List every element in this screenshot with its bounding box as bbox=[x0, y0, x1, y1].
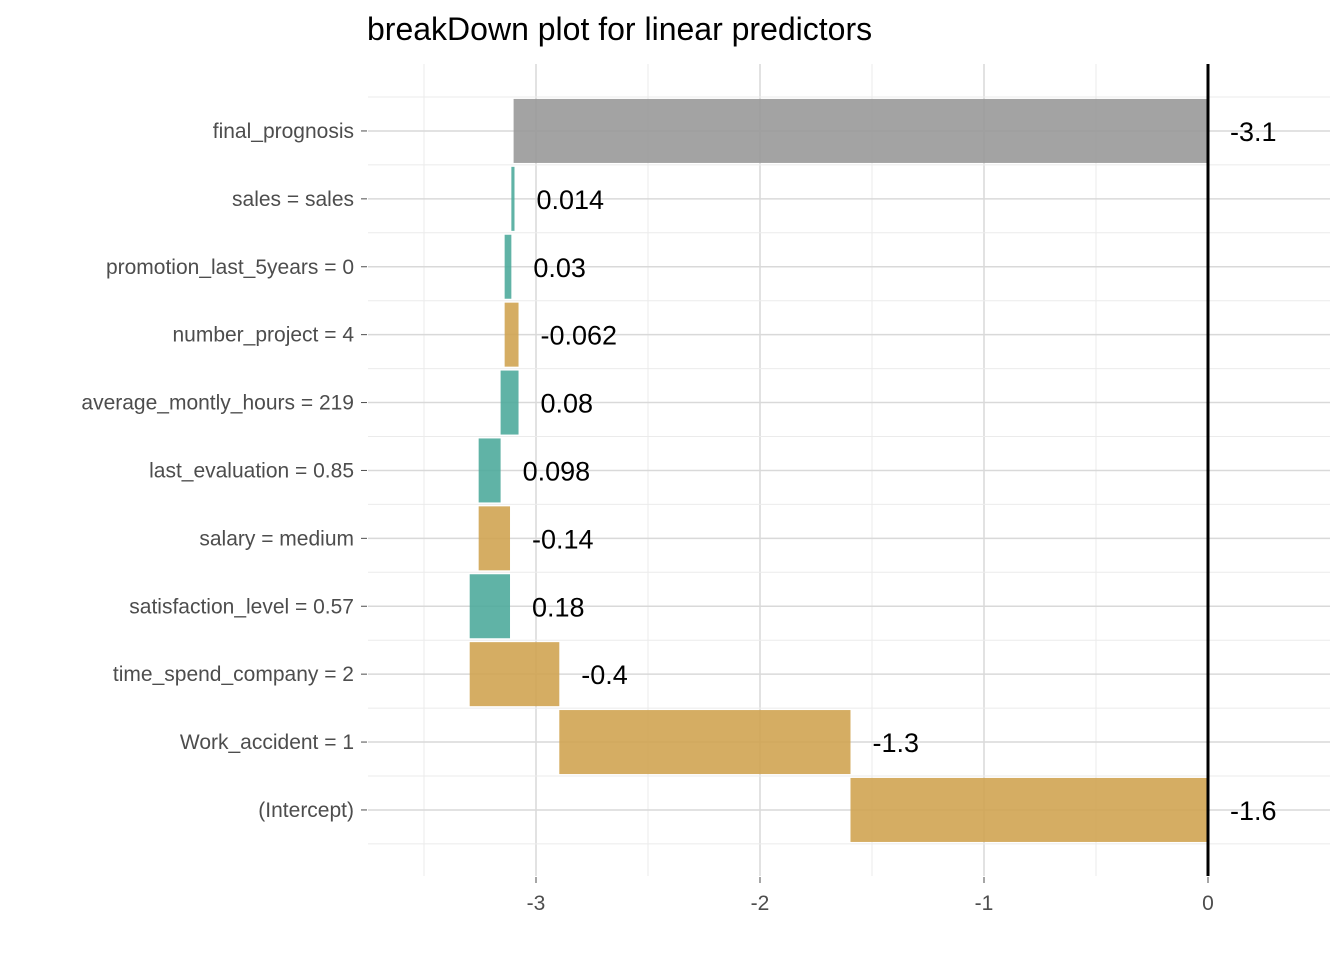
data-label: 0.014 bbox=[536, 185, 604, 215]
x-tick-label: -3 bbox=[527, 892, 546, 915]
data-label: -3.1 bbox=[1230, 117, 1277, 147]
y-tick-label: average_montly_hours = 219 bbox=[81, 392, 354, 415]
data-label: 0.098 bbox=[523, 456, 591, 486]
y-tick-label: salary = medium bbox=[199, 527, 354, 550]
chart-title: breakDown plot for linear predictors bbox=[367, 11, 872, 47]
bar-0 bbox=[513, 98, 1208, 163]
bar-5 bbox=[478, 438, 501, 503]
bar-10 bbox=[850, 777, 1208, 842]
y-tick-label: satisfaction_level = 0.57 bbox=[129, 595, 354, 618]
data-label: 0.03 bbox=[533, 253, 586, 283]
y-tick-label: (Intercept) bbox=[258, 799, 354, 822]
y-tick-label: time_spend_company = 2 bbox=[113, 663, 354, 686]
data-label: -0.062 bbox=[541, 321, 618, 351]
x-tick-label: 0 bbox=[1202, 892, 1214, 915]
bar-1 bbox=[511, 166, 515, 231]
y-tick-label: sales = sales bbox=[232, 188, 354, 211]
data-label: -0.14 bbox=[532, 524, 594, 554]
bars bbox=[469, 98, 1208, 842]
y-tick-label: last_evaluation = 0.85 bbox=[149, 459, 354, 482]
bar-9 bbox=[559, 710, 851, 775]
data-label: -0.4 bbox=[581, 660, 628, 690]
bar-4 bbox=[500, 370, 519, 435]
data-labels: -3.1 0.014 0.03 -0.062 0.08 0.098 -0.14 0.18 -0.… bbox=[523, 117, 1277, 826]
data-label: 0.08 bbox=[541, 389, 594, 419]
data-label: -1.3 bbox=[872, 728, 919, 758]
data-label: -1.6 bbox=[1230, 796, 1277, 826]
bar-2 bbox=[504, 234, 512, 299]
x-tick-label: -1 bbox=[975, 892, 994, 915]
y-tick-label: promotion_last_5years = 0 bbox=[106, 256, 354, 279]
y-tick-label: Work_accident = 1 bbox=[180, 731, 354, 754]
x-axis-ticks: -3 -2 -1 0 bbox=[527, 877, 1214, 915]
y-tick-label: number_project = 4 bbox=[172, 324, 354, 347]
x-tick-label: -2 bbox=[751, 892, 770, 915]
bar-6 bbox=[478, 506, 511, 571]
data-label: 0.18 bbox=[532, 592, 585, 622]
y-tick-label: final_prognosis bbox=[213, 120, 354, 143]
bar-3 bbox=[504, 302, 519, 367]
bar-8 bbox=[469, 642, 560, 707]
bar-7 bbox=[469, 574, 511, 639]
